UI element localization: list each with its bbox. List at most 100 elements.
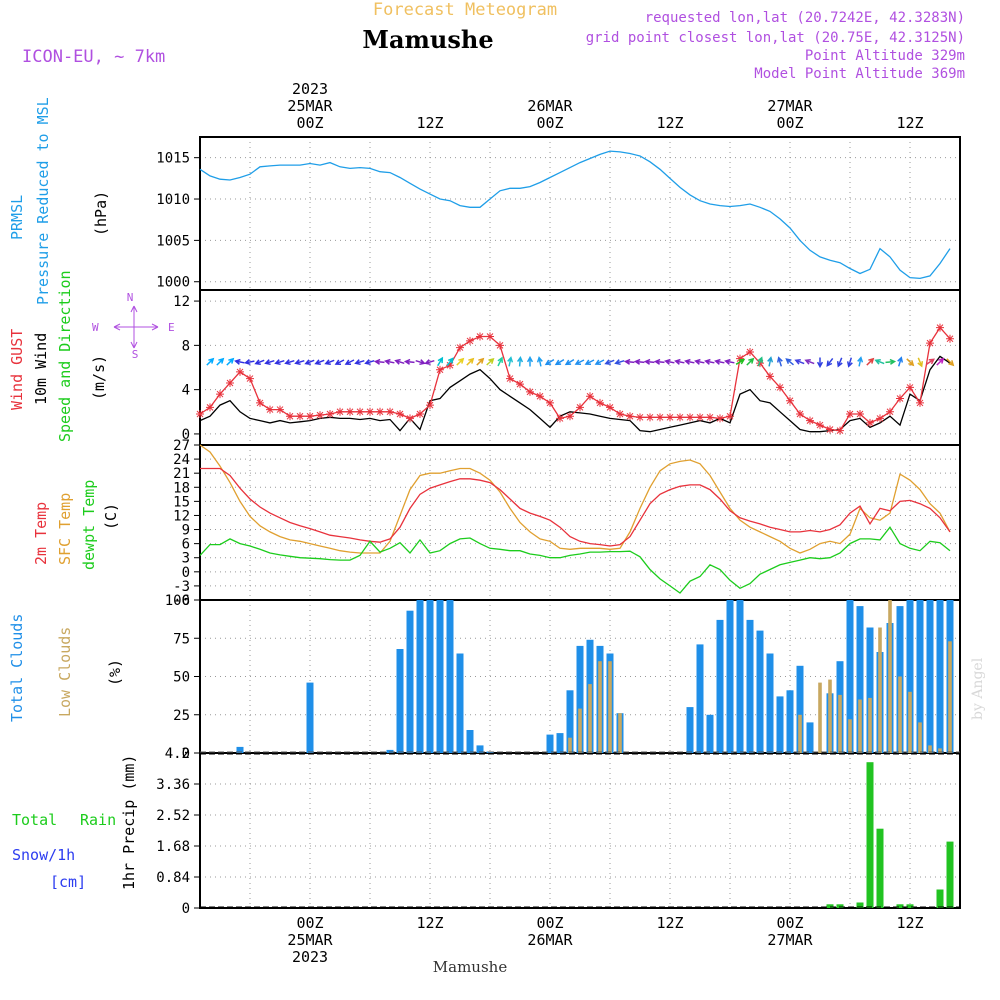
wind-direction-arrow <box>767 356 774 367</box>
bottom-time-label: 25MAR <box>287 931 333 949</box>
total-cloud-bar <box>726 600 734 753</box>
gust-marker <box>856 410 864 418</box>
wind-direction-arrow <box>234 358 245 365</box>
gust-marker <box>926 339 934 348</box>
pressure-line <box>199 150 951 280</box>
top-time-label: 00Z <box>776 114 803 132</box>
total-cloud-bar <box>386 749 394 753</box>
wind-direction-arrow <box>757 356 764 367</box>
wind-direction-arrow <box>216 357 225 366</box>
top-time-label: 00Z <box>296 114 323 132</box>
panel-frame <box>199 752 961 909</box>
wind-dir-label: Speed and Direction <box>56 270 74 442</box>
gust-marker <box>596 398 604 407</box>
low-cloud-bar <box>798 714 802 754</box>
wind-direction-arrow <box>897 356 904 367</box>
wind-direction-arrow <box>244 359 255 366</box>
gust-marker <box>496 341 504 350</box>
gust-marker <box>726 412 734 421</box>
wind-direction-arrow <box>584 359 595 365</box>
wind-direction-arrow <box>623 358 635 365</box>
top-time-label: 25MAR <box>287 97 333 115</box>
chart-location-title: Mamushe <box>362 25 493 54</box>
gust-marker <box>376 407 384 416</box>
low-cloud-bar <box>938 748 942 753</box>
total-cloud-bar <box>796 665 804 753</box>
wind-direction-arrow <box>226 357 235 366</box>
wind-direction-arrow <box>564 358 575 366</box>
wind-direction-arrow <box>816 357 824 369</box>
gust-marker <box>616 410 624 418</box>
wind-direction-arrow <box>857 356 864 367</box>
top-time-label: 26MAR <box>527 97 573 115</box>
gust-marker <box>276 405 284 414</box>
y-tick-label: 4.2 <box>165 746 190 762</box>
top-time-label: 27MAR <box>767 97 813 115</box>
wind-direction-arrow <box>284 359 295 366</box>
total-cloud-bar <box>306 682 314 753</box>
top-time-label: 12Z <box>656 114 683 132</box>
y-tick-label: 1015 <box>156 151 190 167</box>
gust-marker <box>296 412 304 421</box>
gust-marker <box>896 394 904 403</box>
total-cloud-bar <box>406 610 414 753</box>
gust-marker <box>676 413 684 422</box>
low-cloud-bar <box>948 641 952 753</box>
gust-marker <box>196 410 204 418</box>
rain-bar <box>866 762 874 908</box>
y-tick-label: 18 <box>173 480 190 496</box>
y-tick-label: 1000 <box>156 275 190 291</box>
gust-marker <box>476 332 484 341</box>
gust-marker <box>436 365 444 374</box>
rain-bar <box>896 904 904 908</box>
snow-unit-label: [cm] <box>50 873 86 891</box>
gust-marker <box>766 372 774 381</box>
wind-direction-arrow <box>486 357 495 366</box>
gust-marker <box>216 390 224 399</box>
tempsfc-label: SFC Temp <box>56 493 74 565</box>
gust-marker <box>356 407 364 416</box>
y-tick-label: 12 <box>173 294 190 310</box>
wind-direction-arrow <box>497 356 503 367</box>
wind-direction-arrow <box>836 357 843 368</box>
gust-marker <box>886 407 894 416</box>
panel-frame <box>199 444 961 601</box>
wind-direction-arrow <box>846 357 853 368</box>
y-tick-label: 6 <box>182 537 190 553</box>
y-tick-label: 1.68 <box>156 839 190 855</box>
y-tick-label: 100 <box>165 593 190 609</box>
wind-direction-arrow <box>466 357 475 366</box>
gust-marker <box>696 413 704 422</box>
bottom-time-label: 12Z <box>416 914 443 932</box>
gust-marker <box>256 398 264 407</box>
wind-direction-arrow <box>866 357 875 366</box>
gust-marker <box>716 414 724 423</box>
gust-marker <box>586 392 594 401</box>
total-cloud-bar <box>576 645 584 753</box>
precip-labels: Total Rain Snow/1h [cm] 1hr Precip (mm) <box>12 755 138 891</box>
top-time-label: 00Z <box>536 114 563 132</box>
total-cloud-bar <box>396 649 404 753</box>
gust-marker <box>226 379 234 387</box>
gust-marker <box>576 403 584 412</box>
gust-marker <box>286 412 294 421</box>
low-cloud-bar <box>858 699 862 753</box>
total-cloud-bar <box>786 690 794 753</box>
gust-marker <box>486 332 494 341</box>
wind-gust-label: Wind GUST <box>8 329 26 410</box>
rain-bar <box>906 904 914 908</box>
total-cloud-bar <box>776 696 784 753</box>
rain-bar <box>876 828 884 908</box>
wind-direction-arrow <box>735 358 746 365</box>
rain-bar <box>936 889 944 908</box>
wind-direction-arrow <box>476 357 485 366</box>
wind-direction-arrow <box>314 359 325 365</box>
gust-marker <box>736 354 744 363</box>
pressure-labels: PRMSL Pressure Reduced to MSL (hPa) <box>8 97 110 305</box>
bottom-time-label: 26MAR <box>527 931 573 949</box>
y-tick-label: 75 <box>173 631 190 647</box>
wind-direction-arrow <box>254 359 265 365</box>
wind-direction-arrow <box>925 358 935 366</box>
wind-direction-arrow <box>384 358 395 365</box>
